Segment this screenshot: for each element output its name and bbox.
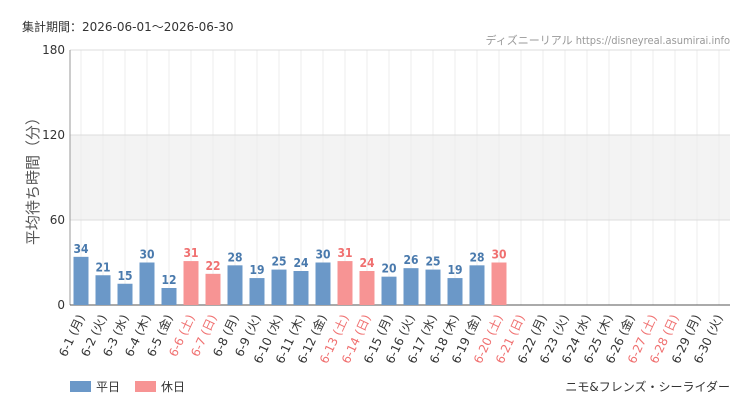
- legend: 平日 休日: [70, 378, 200, 395]
- bar-value-label: 30: [139, 248, 154, 262]
- bar-value-label: 25: [425, 255, 440, 269]
- bar: [271, 269, 287, 305]
- bar-value-label: 12: [161, 273, 176, 287]
- legend-item-holiday: 休日: [135, 378, 185, 395]
- bar-value-label: 22: [205, 259, 220, 273]
- bar: [315, 262, 331, 305]
- y-tick-label: 120: [42, 128, 65, 142]
- period-label: 集計期間：2026-06-01～2026-06-30: [22, 20, 234, 34]
- bar: [73, 256, 89, 305]
- bar: [205, 273, 221, 305]
- site-credit: ディズニーリアル https://disneyreal.asumirai.inf…: [485, 34, 730, 47]
- bar: [249, 278, 265, 305]
- legend-label-holiday: 休日: [161, 380, 186, 394]
- y-tick-label: 180: [42, 43, 65, 57]
- bar-value-label: 19: [447, 263, 462, 277]
- bar-value-label: 20: [381, 262, 396, 276]
- bar-value-label: 34: [73, 242, 89, 256]
- bar-value-label: 19: [249, 263, 264, 277]
- legend-label-weekday: 平日: [96, 380, 121, 394]
- bar: [403, 268, 419, 305]
- bar-value-label: 28: [227, 250, 242, 264]
- bar-value-label: 30: [315, 248, 330, 262]
- bar: [161, 288, 177, 305]
- bar: [139, 262, 155, 305]
- y-tick-label: 0: [57, 298, 65, 312]
- bar-value-label: 24: [359, 256, 375, 270]
- bar-value-label: 31: [337, 246, 352, 260]
- bar-value-label: 15: [117, 269, 132, 283]
- bar: [425, 269, 441, 305]
- bar-value-label: 28: [469, 250, 484, 264]
- bar: [183, 261, 199, 305]
- y-axis-title: 平均待ち時間（分）: [24, 110, 42, 245]
- bar: [359, 271, 375, 305]
- bar-value-label: 25: [271, 255, 286, 269]
- bar: [491, 262, 507, 305]
- bar: [381, 276, 397, 305]
- bar: [117, 283, 133, 305]
- bar-value-label: 24: [293, 256, 309, 270]
- bar-value-label: 26: [403, 253, 418, 267]
- bar-value-label: 21: [95, 260, 110, 274]
- legend-swatch-weekday: [70, 381, 91, 392]
- bar: [293, 271, 309, 305]
- y-tick-label: 60: [50, 213, 65, 227]
- attraction-name: ニモ&フレンズ・シーライダー: [565, 380, 730, 394]
- bar: [447, 278, 463, 305]
- bar: [337, 261, 353, 305]
- grid-band: [70, 135, 730, 220]
- bar: [95, 275, 111, 305]
- legend-item-weekday: 平日: [70, 378, 120, 395]
- bar-value-label: 30: [491, 248, 506, 262]
- bar-value-label: 31: [183, 246, 198, 260]
- legend-swatch-holiday: [135, 381, 157, 392]
- bar: [469, 265, 485, 305]
- bar: [227, 265, 243, 305]
